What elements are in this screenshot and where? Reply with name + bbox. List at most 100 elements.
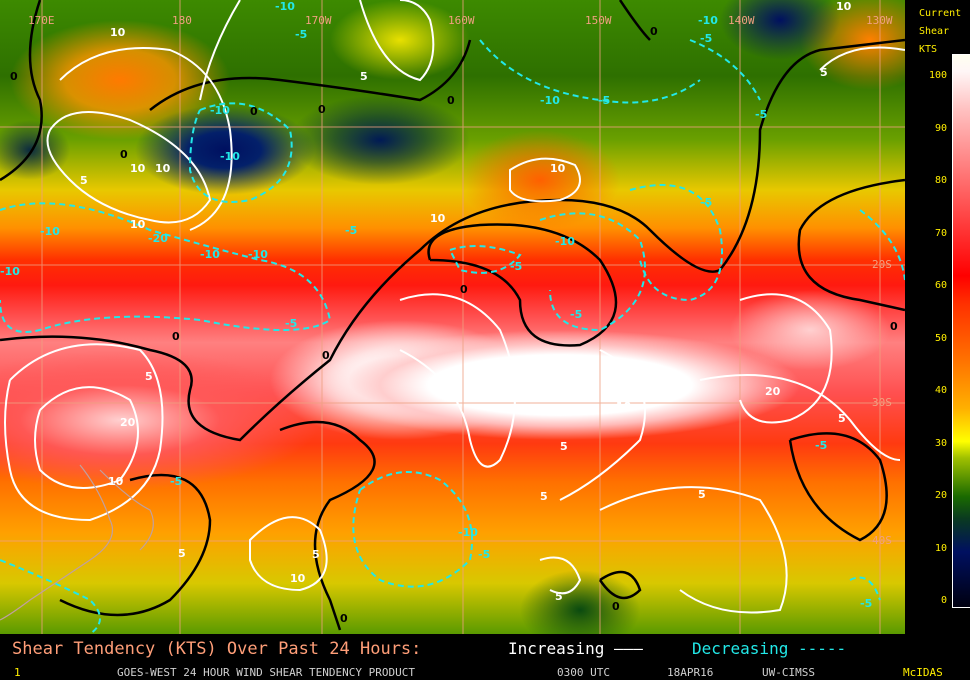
increasing-contour-label: 10 [430,212,446,225]
decreasing-contour-label: -5 [598,94,611,107]
time: 0300 UTC [557,666,610,679]
decreasing-contour-label: -5 [700,196,713,209]
zero-contour-label: 0 [318,103,326,116]
lon-label: 140W [728,14,755,27]
decreasing-contour-label: -5 [345,224,358,237]
decreasing-contour-label: -10 [200,248,220,261]
colorbar-tick: 70 [934,227,947,239]
decreasing-contour-label: -10 [40,225,60,238]
footer: Shear Tendency (KTS) Over Past 24 Hours:… [0,634,970,680]
decreasing-contour-label: -10 [220,150,240,163]
colorbar-tick: 40 [934,385,947,396]
zero-contour-label: 0 [250,105,258,118]
increasing-contour-label: 5 [838,412,846,425]
decreasing-contour-label: -10 [540,94,560,107]
increasing-contour-label: 5 [820,66,828,79]
colorbar-title: KTS [919,44,938,55]
increasing-contour-label: 5 [560,440,568,453]
zero-contour-label: 0 [322,349,330,362]
decreasing-contour-label: -5 [285,317,298,330]
coastline-new-zealand [0,464,154,621]
zero-contour-label: 0 [172,330,180,343]
decreasing-contour-label: -5 [755,108,768,121]
colorbar-tick: 100 [928,70,947,81]
decreasing-contour-label: -5 [860,597,873,610]
decreasing-contour-label: -10 [210,104,230,117]
increasing-contour-label: 10 [155,162,171,175]
legend-decreasing: Decreasing ----- [692,639,847,658]
zero-contours [0,0,905,630]
colorbar-title: Shear [919,26,950,37]
increasing-contour-label: 5 [80,174,88,187]
increasing-contour-label: 10 [836,0,852,13]
colorbar-tick: 80 [934,175,947,186]
increasing-contour-label: 10 [108,475,124,488]
lat-label: 40S [872,534,892,547]
increasing-contour-label: 5 [360,70,368,83]
zero-contour-label: 0 [447,94,455,107]
decreasing-contour-label: -5 [295,28,308,41]
decreasing-contour-label: -5 [700,32,713,45]
decreasing-contour-label: -5 [478,548,491,561]
colorbar-tick: 20 [934,490,947,501]
caption: Shear Tendency (KTS) Over Past 24 Hours: [12,639,422,659]
increasing-contour-label: 5 [145,370,153,383]
zero-contour-label: 0 [612,600,620,613]
legend-increasing: Increasing ——— [508,639,643,658]
lat-label: 30S [872,396,892,409]
colorbar-tick: 0 [940,595,947,606]
decreasing-contour-label: -10 [275,0,295,13]
zero-contour-label: 0 [340,612,348,625]
decreasing-contour-label: -20 [148,232,168,245]
decreasing-contour-label: -5 [815,439,828,452]
shear-tendency-map: 170E 180 170W 160W 150W 140W 130W 20S 30… [0,0,905,634]
decreasing-contour-label: -10 [698,14,718,27]
increasing-contour-label: 10 [110,26,126,39]
colorbar-title: Current [919,8,962,19]
increasing-contour-label: 20 [765,385,781,398]
increasing-contours [4,0,905,614]
date: 18APR16 [667,666,714,679]
source: UW-CIMSS [762,666,815,679]
increasing-contour-label: 5 [312,548,320,561]
zero-contour-label: 0 [460,283,468,296]
lon-label: 150W [585,14,612,27]
colorbar-tick: 90 [934,122,947,134]
increasing-contour-label: 5 [555,590,563,603]
zero-contour-label: 0 [650,25,658,38]
frame-number: 1 [14,666,21,679]
increasing-contour-label: 5 [178,547,186,560]
lon-label: 170W [305,14,332,27]
colorbar [952,54,970,608]
increasing-contour-label: 20 [120,416,136,429]
zero-contour-label: 0 [120,148,128,161]
colorbar-tick: 10 [934,542,947,554]
decreasing-contour-label: -5 [570,308,583,321]
lat-label: 20S [872,258,892,271]
increasing-contour-label: 10 [130,218,146,231]
lon-label: 180 [172,14,192,27]
software: McIDAS [903,666,943,679]
increasing-contour-label: 10 [130,162,146,175]
lon-label: 160W [448,14,475,27]
colorbar-panel: Current Shear KTS 100 90 80 70 60 50 40 30 20 10 0 [905,0,970,634]
map-overlay [0,0,905,634]
grid-lines [0,0,905,634]
zero-contour-label: 0 [10,70,18,83]
increasing-contour-label: 10 [290,572,306,585]
decreasing-contour-label: -10 [555,235,575,248]
decreasing-contour-label: -5 [510,260,523,273]
lon-label: 170E [28,14,55,27]
increasing-contour-label: 5 [540,490,548,503]
colorbar-tick: 60 [934,280,947,291]
product-name: GOES-WEST 24 HOUR WIND SHEAR TENDENCY PR… [117,666,416,679]
decreasing-contour-label: -10 [248,248,268,261]
increasing-contour-label: 10 [616,400,632,413]
decreasing-contour-label: -10 [458,526,478,539]
lon-label: 130W [866,14,893,27]
increasing-contour-label: 5 [698,488,706,501]
zero-contour-label: 0 [890,320,898,333]
decreasing-contour-label: -5 [170,475,183,488]
colorbar-tick: 50 [934,332,947,344]
increasing-contour-label: 10 [550,162,566,175]
